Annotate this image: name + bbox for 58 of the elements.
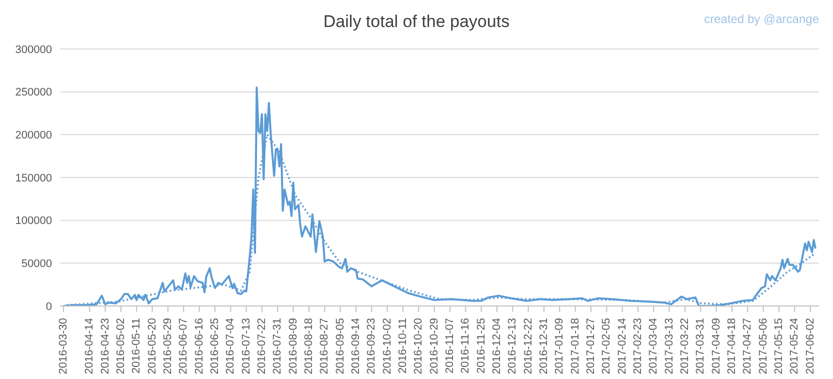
x-tick-label: 2017-05-24 xyxy=(788,318,801,374)
x-tick-label: 2017-02-14 xyxy=(616,318,628,374)
x-tick-label: 2016-08-09 xyxy=(287,318,300,374)
y-tick-label: 300000 xyxy=(15,44,52,56)
x-tick-label: 2016-12-13 xyxy=(506,318,519,374)
x-tick-label: 2017-01-09 xyxy=(554,318,566,374)
x-tick-label: 2016-12-22 xyxy=(522,318,534,374)
x-tick-label: 2016-06-07 xyxy=(178,318,190,374)
x-tick-label: 2017-06-02 xyxy=(804,318,816,374)
x-tick-label: 2016-07-22 xyxy=(256,318,268,374)
x-tick-label: 2016-10-20 xyxy=(412,318,425,374)
x-tick-label: 2016-07-04 xyxy=(224,318,237,374)
x-tick-label: 2016-09-05 xyxy=(334,318,346,374)
y-tick-label: 150000 xyxy=(15,172,52,184)
x-tick-label: 2017-04-27 xyxy=(742,318,754,374)
x-tick-label: 2017-04-18 xyxy=(726,318,738,374)
x-tick-label: 2016-11-16 xyxy=(460,318,472,374)
x-tick-label: 2017-05-15 xyxy=(772,318,785,374)
x-tick-label: 2017-03-04 xyxy=(648,318,660,374)
x-tick-label: 2016-05-29 xyxy=(162,318,174,374)
x-tick-label: 2016-08-18 xyxy=(302,318,315,374)
line-series xyxy=(62,86,817,306)
x-tick-label: 2017-03-31 xyxy=(694,318,707,374)
y-tick-label: 250000 xyxy=(15,86,52,99)
x-tick-label: 2017-03-13 xyxy=(663,318,676,374)
y-tick-label: 100000 xyxy=(15,215,52,228)
text: created by @arcange xyxy=(704,12,819,26)
x-tick-label: 2016-10-11 xyxy=(396,318,409,374)
x-tick-label: 2017-04-09 xyxy=(710,318,722,374)
x-tick-label: 2016-11-25 xyxy=(475,318,488,374)
x-tick-label: 2016-09-14 xyxy=(350,318,362,374)
x-tick-label: 2016-06-25 xyxy=(208,318,221,374)
chart-title: Daily total of the payouts xyxy=(323,12,510,31)
x-tick-label: 2017-01-18 xyxy=(569,318,582,374)
x-tick-label: 2017-01-27 xyxy=(584,318,597,374)
x-tick-label: 2016-11-07 xyxy=(444,318,456,374)
x-tick-label: 2016-04-14 xyxy=(84,318,96,374)
x-tick-label: 2016-08-27 xyxy=(318,318,331,374)
x-tick-label: 2016-04-23 xyxy=(99,318,112,374)
x-tick-label: 2016-12-04 xyxy=(490,318,503,374)
y-tick-label: 200000 xyxy=(15,130,52,142)
x-tick-label: 2016-05-20 xyxy=(146,318,158,374)
x-tick-label: 2016-09-23 xyxy=(366,318,378,374)
x-tick-label: 2016-07-31 xyxy=(272,318,284,374)
x-tick-label: 2016-10-02 xyxy=(381,318,394,374)
x-tick-label: 2016-10-29 xyxy=(428,318,440,374)
x-tick-label: 2017-05-06 xyxy=(757,318,770,374)
y-tick-label: 0 xyxy=(46,300,52,313)
x-tick-label: 2016-03-30 xyxy=(57,318,70,374)
x-tick-label: 2016-05-11 xyxy=(130,318,143,374)
x-tick-label: 2016-12-31 xyxy=(538,318,550,374)
x-tick-label: 2017-02-23 xyxy=(632,318,644,374)
y-tick-label: 50000 xyxy=(21,258,52,270)
x-tick-label: 2016-05-02 xyxy=(114,318,127,374)
x-tick-label: 2016-06-16 xyxy=(193,318,206,374)
x-tick-label: 2016-07-13 xyxy=(240,318,252,374)
x-tick-label: 2017-02-05 xyxy=(600,318,613,374)
x-tick-label: 2017-03-22 xyxy=(678,318,691,374)
